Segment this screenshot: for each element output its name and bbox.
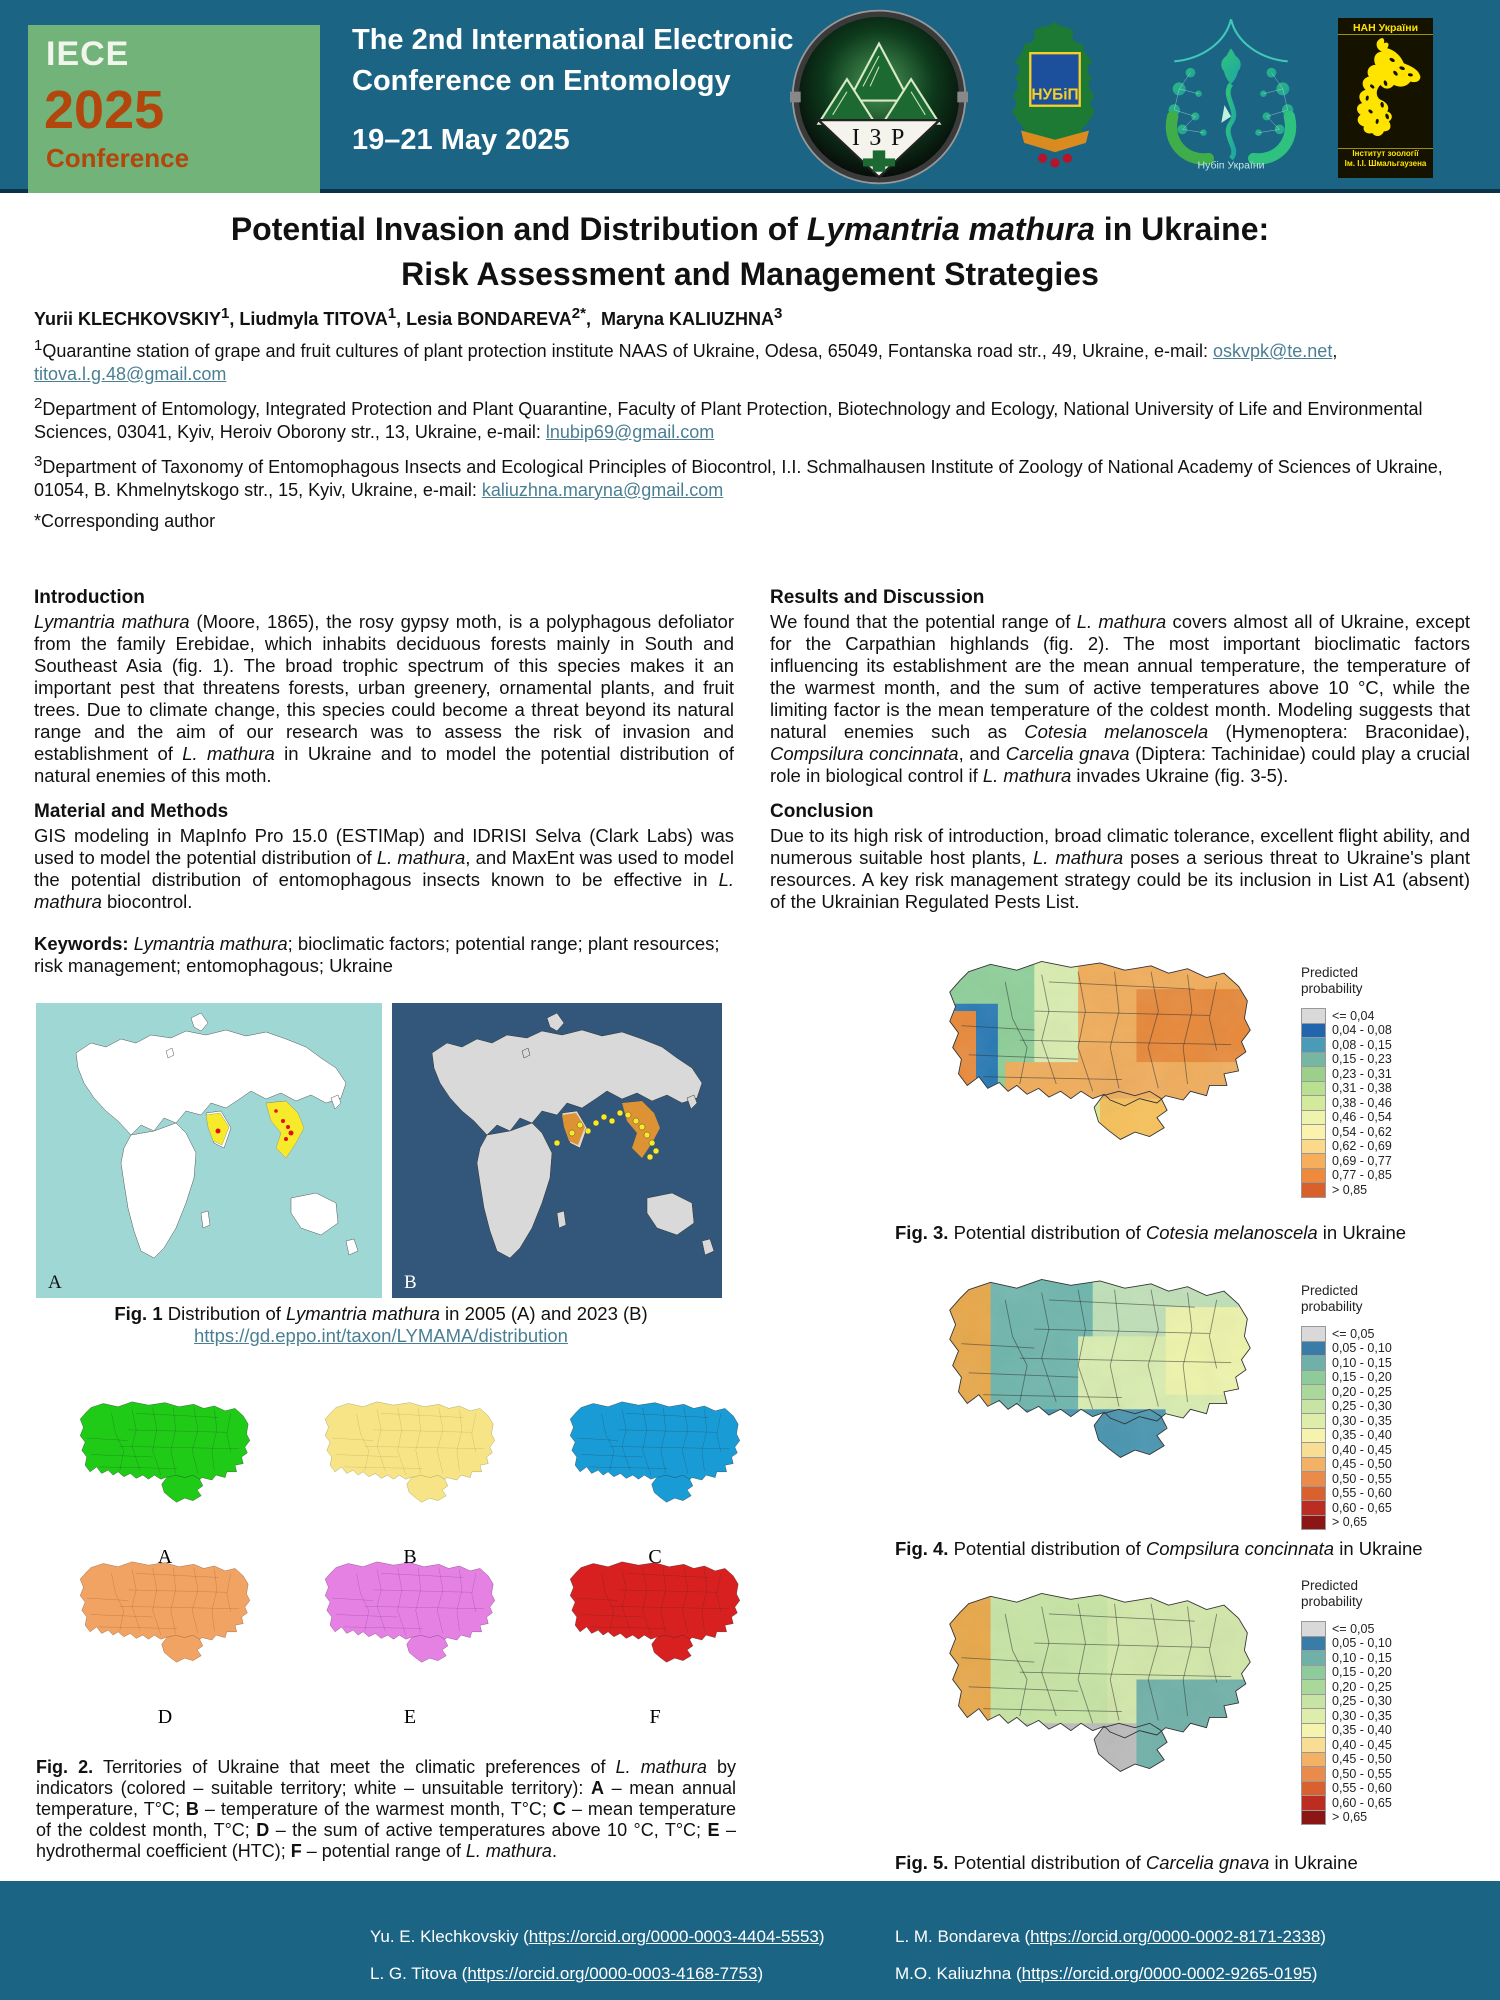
svg-text:Нубіп України: Нубіп України	[1197, 159, 1264, 171]
svg-text:НУБіП: НУБіП	[1031, 87, 1078, 104]
svg-text:B: B	[404, 1272, 417, 1293]
svg-text:І З Р: І З Р	[852, 125, 906, 151]
svg-text:A: A	[48, 1272, 62, 1293]
